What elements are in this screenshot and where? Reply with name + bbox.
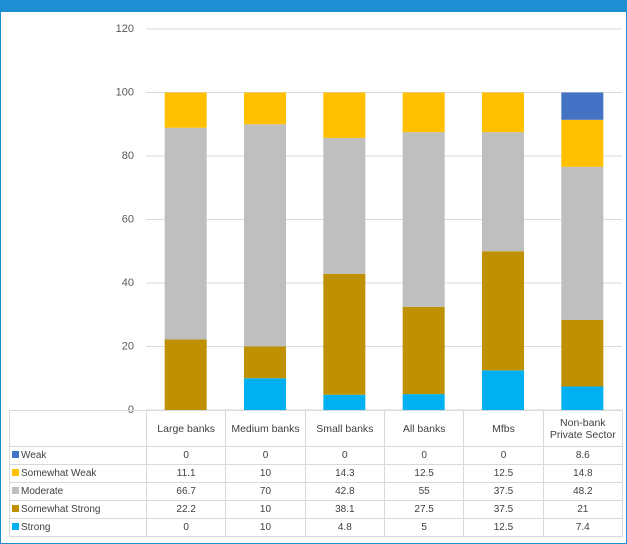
value-cell: 14.3 <box>304 464 385 483</box>
value-cell: 48.2 <box>542 482 623 501</box>
bar-segment <box>244 378 286 410</box>
bar-segment <box>244 92 286 125</box>
legend-cell: Weak <box>9 446 147 465</box>
value-cell: 11.1 <box>145 464 227 483</box>
bar-segment <box>323 394 366 410</box>
value-cell: 12.5 <box>463 518 544 537</box>
bar-segment <box>561 92 604 120</box>
legend-cell: Somewhat Strong <box>9 500 147 519</box>
bar-segment <box>482 370 524 410</box>
y-tick-label: 100 <box>116 86 134 98</box>
value-cell: 5 <box>383 518 465 537</box>
value-cell: 0 <box>225 446 306 465</box>
bar-segment <box>482 251 524 371</box>
value-cell: 0 <box>145 518 227 537</box>
bar-segment <box>323 137 366 274</box>
value-cell: 22.2 <box>145 500 227 519</box>
legend-swatch <box>12 451 19 458</box>
legend-label: Weak <box>21 450 47 461</box>
y-tick-label: 120 <box>116 23 134 35</box>
value-cell: 70 <box>225 482 306 501</box>
bar-segment <box>244 346 286 379</box>
legend-swatch <box>12 523 19 530</box>
value-cell: 27.5 <box>383 500 465 519</box>
value-cell: 12.5 <box>463 464 544 483</box>
bar-segment <box>402 92 445 133</box>
bar-segment <box>164 127 207 340</box>
table-row: Moderate 66.7 70 42.8 55 37.5 48.2 <box>9 482 623 501</box>
legend-label: Somewhat Strong <box>21 504 101 515</box>
legend-label: Strong <box>21 522 51 533</box>
legend-swatch <box>12 469 19 476</box>
legend-cell: Moderate <box>9 482 147 501</box>
bar-segment <box>323 92 366 138</box>
bar-segment <box>164 92 207 128</box>
table-row: Somewhat Weak 11.1 10 14.3 12.5 12.5 14.8 <box>9 464 623 483</box>
legend-swatch <box>12 487 19 494</box>
value-cell: 7.4 <box>542 518 623 537</box>
table-header-row: Large banks Medium banks Small banks All ba… <box>9 410 623 447</box>
bar-segment <box>561 166 604 320</box>
value-cell: 21 <box>542 500 623 519</box>
value-cell: 0 <box>145 446 227 465</box>
bar-segment <box>164 339 207 410</box>
bar-segment <box>561 386 604 410</box>
category-label: All banks <box>383 410 465 447</box>
bar-segment <box>482 92 524 133</box>
value-cell: 8.6 <box>542 446 623 465</box>
bar-segment <box>482 132 524 252</box>
category-label: Medium banks <box>225 410 306 447</box>
category-label: Non-bank Private Sector <box>542 410 623 447</box>
value-cell: 12.5 <box>383 464 465 483</box>
value-cell: 10 <box>225 464 306 483</box>
bar-segment <box>244 124 286 347</box>
table-row: Strong 0 10 4.8 5 12.5 7.4 <box>9 518 623 537</box>
value-cell: 38.1 <box>304 500 385 519</box>
category-label: Small banks <box>304 410 385 447</box>
legend-cell: Somewhat Weak <box>9 464 147 483</box>
y-tick-label: 0 <box>128 404 134 416</box>
y-tick-label: 60 <box>122 213 134 225</box>
value-cell: 0 <box>463 446 544 465</box>
value-cell: 0 <box>383 446 465 465</box>
value-cell: 37.5 <box>463 500 544 519</box>
bar-segment <box>561 319 604 387</box>
value-cell: 42.8 <box>304 482 385 501</box>
data-table: Large banks Medium banks Small banks All ba… <box>9 410 623 537</box>
table-corner <box>9 410 147 447</box>
table-row: Weak 0 0 0 0 0 8.6 <box>9 446 623 465</box>
legend-swatch <box>12 505 19 512</box>
bar-segment <box>561 119 604 167</box>
y-tick-label: 80 <box>122 150 134 162</box>
value-cell: 66.7 <box>145 482 227 501</box>
category-label: Mfbs <box>463 410 544 447</box>
value-cell: 14.8 <box>542 464 623 483</box>
category-label: Large banks <box>145 410 227 447</box>
y-tick-label: 20 <box>122 340 134 352</box>
bar-segment <box>402 394 445 410</box>
value-cell: 10 <box>225 518 306 537</box>
legend-label: Somewhat Weak <box>21 468 97 479</box>
legend-cell: Strong <box>9 518 147 537</box>
value-cell: 10 <box>225 500 306 519</box>
bar-segment <box>323 273 366 395</box>
table-row: Somewhat Strong 22.2 10 38.1 27.5 37.5 21 <box>9 500 623 519</box>
value-cell: 0 <box>304 446 385 465</box>
top-bar <box>1 0 626 12</box>
legend-label: Moderate <box>21 486 64 497</box>
bar-segment <box>402 306 445 395</box>
value-cell: 55 <box>383 482 465 501</box>
y-tick-label: 40 <box>122 277 134 289</box>
value-cell: 4.8 <box>304 518 385 537</box>
bar-segment <box>402 132 445 307</box>
value-cell: 37.5 <box>463 482 544 501</box>
